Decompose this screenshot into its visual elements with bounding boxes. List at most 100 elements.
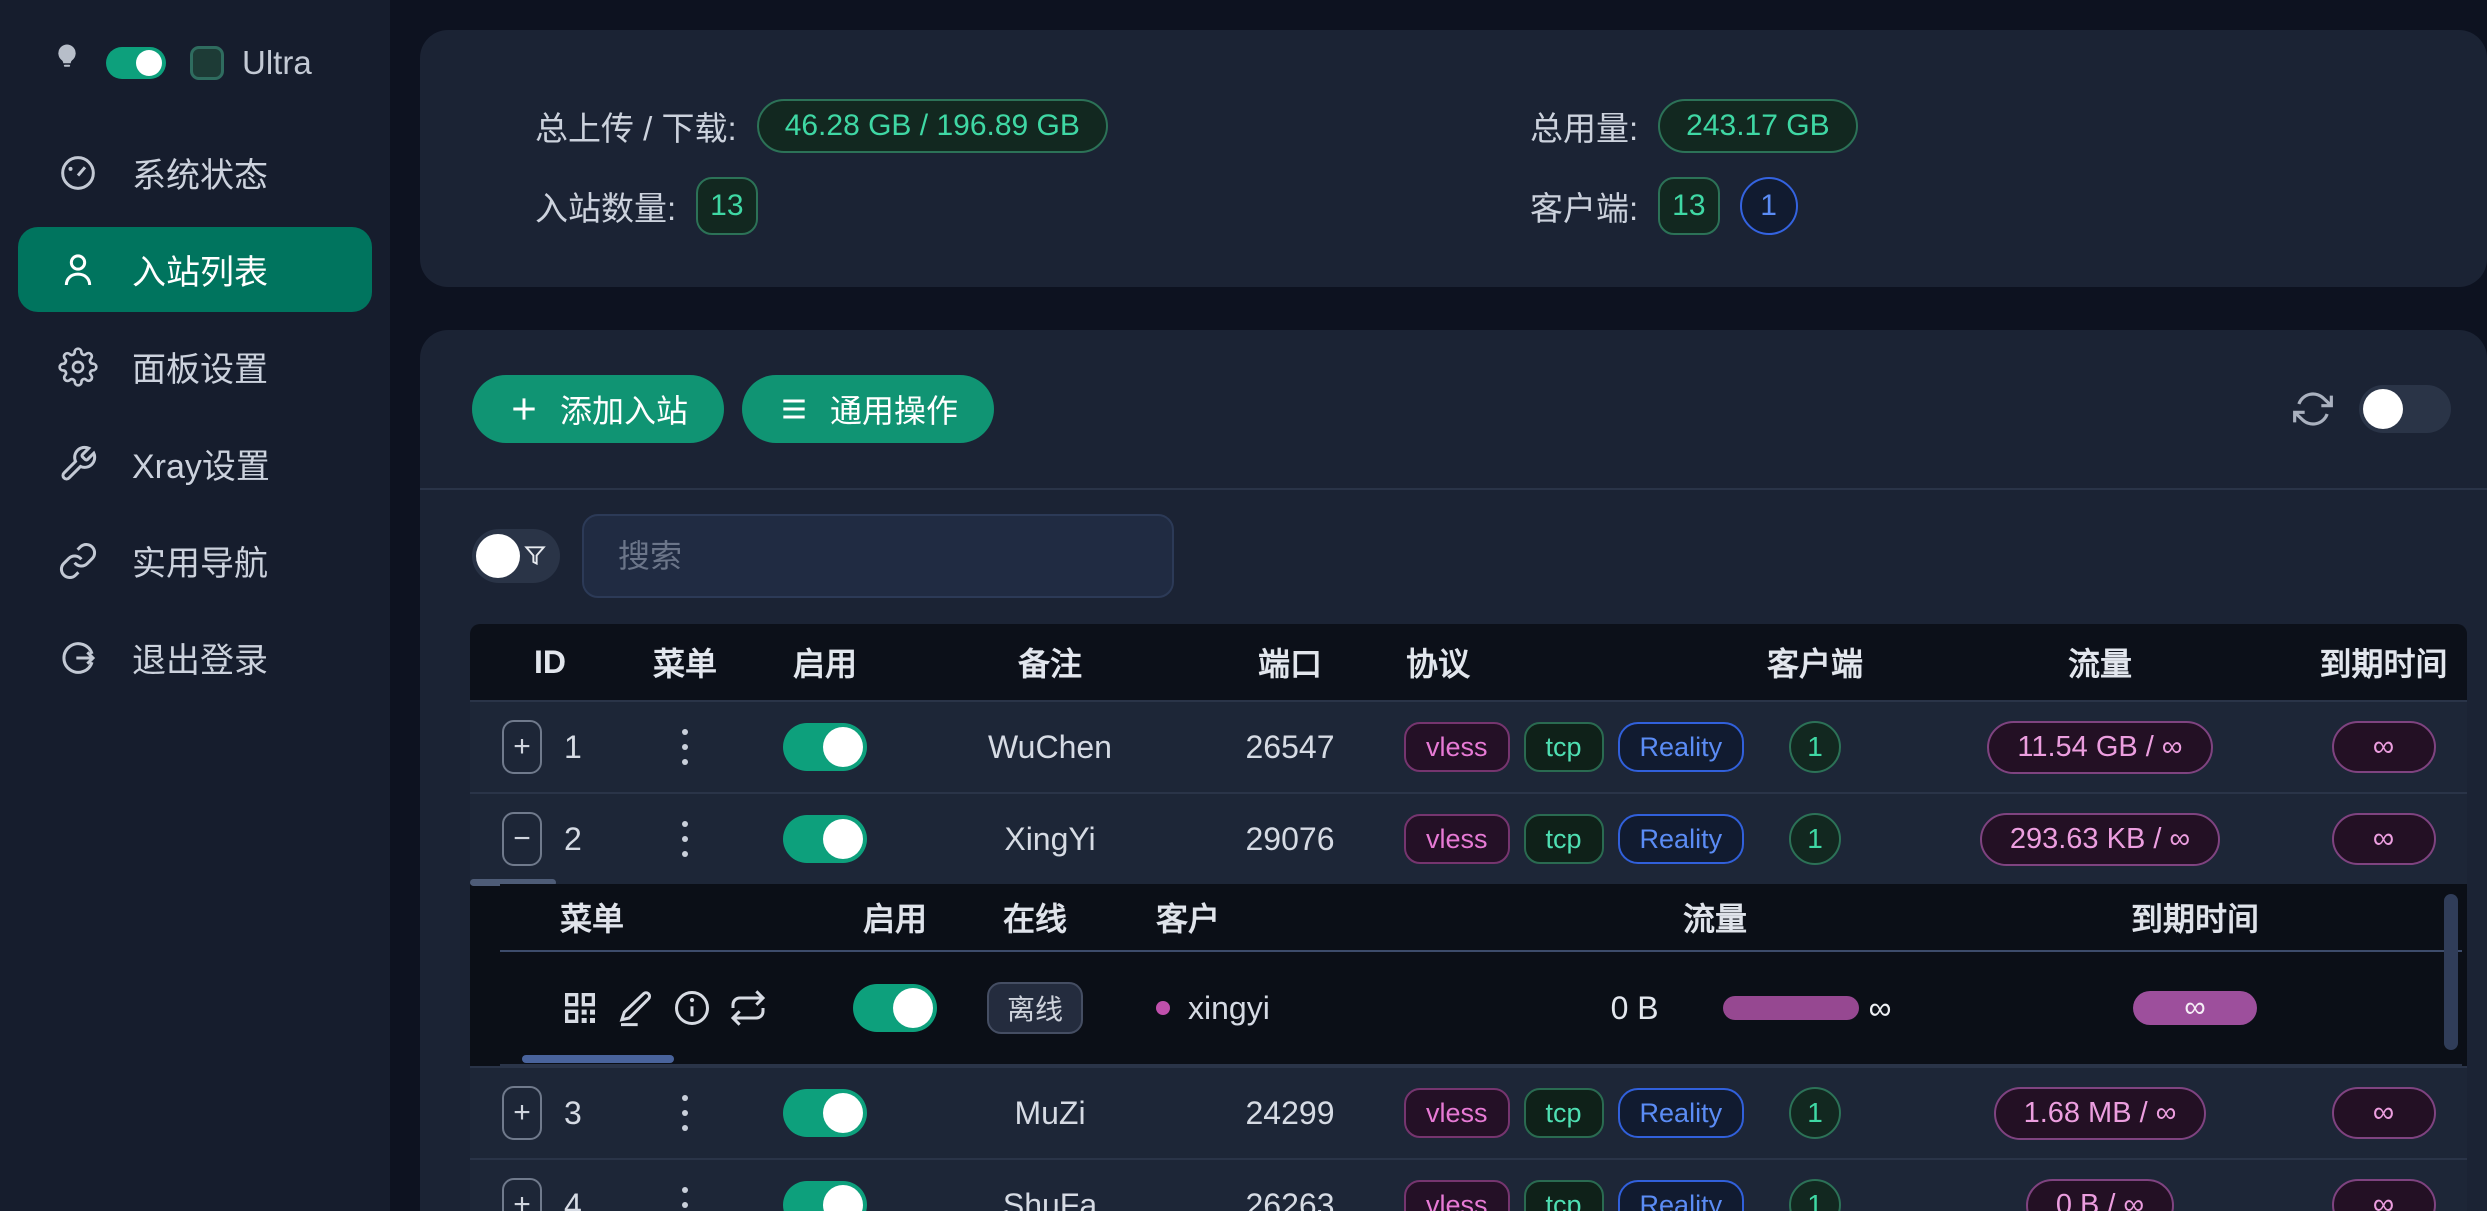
ultra-label: Ultra [242, 44, 312, 81]
info-icon[interactable] [672, 988, 712, 1028]
sidebar-nav: 系统状态 入站列表 面板设置 Xray设置 [0, 130, 390, 700]
stat-inbound-count: 入站数量: 13 [535, 176, 758, 236]
search-input[interactable] [582, 514, 1174, 598]
client-status-dot [1156, 1001, 1170, 1015]
expiry-badge: ∞ [2331, 1179, 2436, 1211]
protocol-tag: vless [1404, 814, 1510, 864]
client-expiry-badge: ∞ [2133, 991, 2257, 1025]
header-protocol: 协议 [1406, 646, 1471, 682]
security-tag: Reality [1617, 1180, 1745, 1211]
sidebar-item-inbounds[interactable]: 入站列表 [18, 227, 372, 312]
theme-toggle[interactable] [106, 47, 166, 79]
inbound-port: 26263 [1245, 1186, 1335, 1211]
expand-row-button[interactable]: + [502, 720, 542, 774]
subheader-client: 客户 [1156, 901, 1221, 937]
sidebar-item-logout[interactable]: 退出登录 [18, 615, 372, 700]
row-menu-icon[interactable] [682, 729, 688, 765]
stat-label: 总上传 / 下载: [535, 110, 737, 147]
subheader-traffic: 流量 [1682, 901, 1747, 937]
reset-traffic-icon[interactable] [728, 988, 768, 1028]
enable-toggle-knob [823, 727, 863, 767]
transport-tag: tcp [1523, 1088, 1604, 1138]
security-tag: Reality [1617, 722, 1745, 772]
enable-toggle[interactable] [783, 1089, 867, 1137]
client-enable-toggle-knob [893, 988, 933, 1028]
header-id: ID [534, 643, 566, 680]
horizontal-scrollbar-thumb[interactable] [470, 879, 556, 886]
header-enable: 启用 [792, 646, 857, 682]
header-remark: 备注 [1017, 646, 1082, 682]
sidebar-item-label: 入站列表 [132, 254, 268, 292]
inbound-id: 3 [564, 1094, 582, 1131]
stat-clients-total-badge: 13 [1658, 177, 1720, 235]
expand-row-button[interactable]: + [502, 1178, 542, 1211]
row-menu-icon[interactable] [682, 1095, 688, 1131]
header-expiry: 到期时间 [2319, 646, 2448, 682]
inbound-remark: XingYi [1004, 820, 1096, 857]
table-header-row: ID 菜单 启用 备注 端口 协议 客户端 流量 到期时间 [470, 624, 2467, 700]
stats-card: 总上传 / 下载: 46.28 GB / 196.89 GB 总用量: 243.… [420, 30, 2487, 287]
filter-toggle[interactable] [472, 529, 560, 583]
hamburger-icon [778, 393, 810, 425]
header-menu: 菜单 [652, 646, 717, 682]
filter-funnel-icon [522, 543, 548, 569]
general-actions-label: 通用操作 [830, 393, 959, 429]
sidebar-top: Ultra [0, 0, 390, 84]
protocol-tag: vless [1404, 1088, 1510, 1138]
expand-row-button[interactable]: + [502, 1086, 542, 1140]
sidebar: Ultra 系统状态 入站列表 面板设置 [0, 0, 390, 1211]
refresh-icon[interactable] [2293, 389, 2333, 429]
stat-clients-online-badge: 1 [1739, 177, 1798, 235]
client-enable-toggle[interactable] [853, 984, 937, 1032]
collapse-row-button[interactable]: − [502, 812, 542, 866]
subheader-enable: 启用 [862, 901, 927, 937]
traffic-badge: 293.63 KB / ∞ [1979, 812, 2221, 866]
add-inbound-label: 添加入站 [560, 393, 689, 429]
client-count-badge: 1 [1789, 813, 1841, 865]
enable-toggle[interactable] [783, 1181, 867, 1211]
sidebar-item-system-status[interactable]: 系统状态 [18, 130, 372, 215]
sidebar-item-panel-settings[interactable]: 面板设置 [18, 324, 372, 409]
stat-total-usage: 总用量: 243.17 GB [1530, 96, 1858, 156]
row-menu-icon[interactable] [682, 1187, 688, 1211]
inbound-id: 4 [564, 1186, 582, 1211]
enable-toggle[interactable] [783, 815, 867, 863]
enable-toggle-knob [823, 1185, 863, 1211]
plus-icon [508, 393, 540, 425]
security-tag: Reality [1617, 1088, 1745, 1138]
protocol-tag: vless [1404, 722, 1510, 772]
wrench-icon [58, 444, 98, 484]
ultra-checkbox[interactable] [190, 46, 224, 80]
edit-icon[interactable] [616, 988, 656, 1028]
expanded-client-section: 菜单 启用 在线 客户 流量 到期时间 [470, 879, 2467, 1066]
client-count-badge: 1 [1789, 721, 1841, 773]
inbounds-table: ID 菜单 启用 备注 端口 协议 客户端 流量 到期时间 + 1 [470, 624, 2467, 1211]
general-actions-button[interactable]: 通用操作 [742, 375, 995, 443]
header-traffic: 流量 [2067, 646, 2132, 682]
search-row [472, 512, 2487, 600]
auto-refresh-toggle[interactable] [2359, 385, 2451, 433]
expiry-badge: ∞ [2331, 1087, 2436, 1139]
gear-icon [58, 346, 98, 387]
auto-refresh-knob [2363, 389, 2403, 429]
row-menu-icon[interactable] [682, 821, 688, 857]
qr-code-icon[interactable] [560, 988, 600, 1028]
stat-label: 总用量: [1530, 110, 1639, 147]
table-row: − 2 XingYi 29076 vless tcp Reality 1 293… [470, 792, 2467, 884]
enable-toggle[interactable] [783, 723, 867, 771]
client-row: 离线 xingyi 0 B ∞ ∞ [500, 952, 2462, 1066]
stat-upload-download-badge: 46.28 GB / 196.89 GB [756, 99, 1108, 153]
sidebar-item-xray-settings[interactable]: Xray设置 [18, 421, 372, 506]
client-subtable: 菜单 启用 在线 客户 流量 到期时间 [500, 884, 2462, 1066]
inbound-port: 24299 [1245, 1094, 1335, 1131]
enable-toggle-knob [823, 819, 863, 859]
inbound-remark: ShuFa [1002, 1186, 1098, 1211]
main-content: 总上传 / 下载: 46.28 GB / 196.89 GB 总用量: 243.… [390, 0, 2487, 1211]
inbound-remark: MuZi [1014, 1094, 1086, 1131]
horizontal-scrollbar-thumb[interactable] [522, 1055, 674, 1063]
vertical-scrollbar-thumb[interactable] [2444, 894, 2458, 1050]
sidebar-item-useful-nav[interactable]: 实用导航 [18, 518, 372, 603]
add-inbound-button[interactable]: 添加入站 [472, 375, 725, 443]
lightbulb-icon [52, 42, 82, 84]
